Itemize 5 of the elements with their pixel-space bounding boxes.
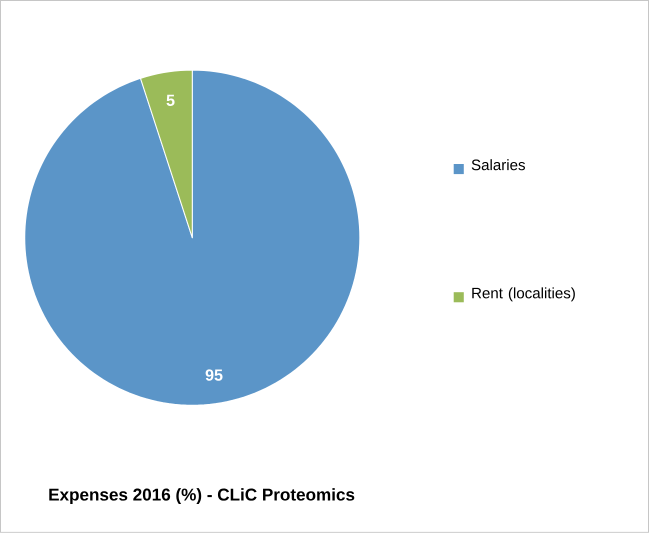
data-label: 95	[206, 369, 223, 381]
legend-label: Salaries	[472, 159, 525, 170]
text: Expenses 2016 (%) - CLiC Proteomics	[49, 488, 354, 504]
legend-label: Rent (localities)	[472, 287, 575, 302]
data-label: 5	[166, 94, 175, 106]
